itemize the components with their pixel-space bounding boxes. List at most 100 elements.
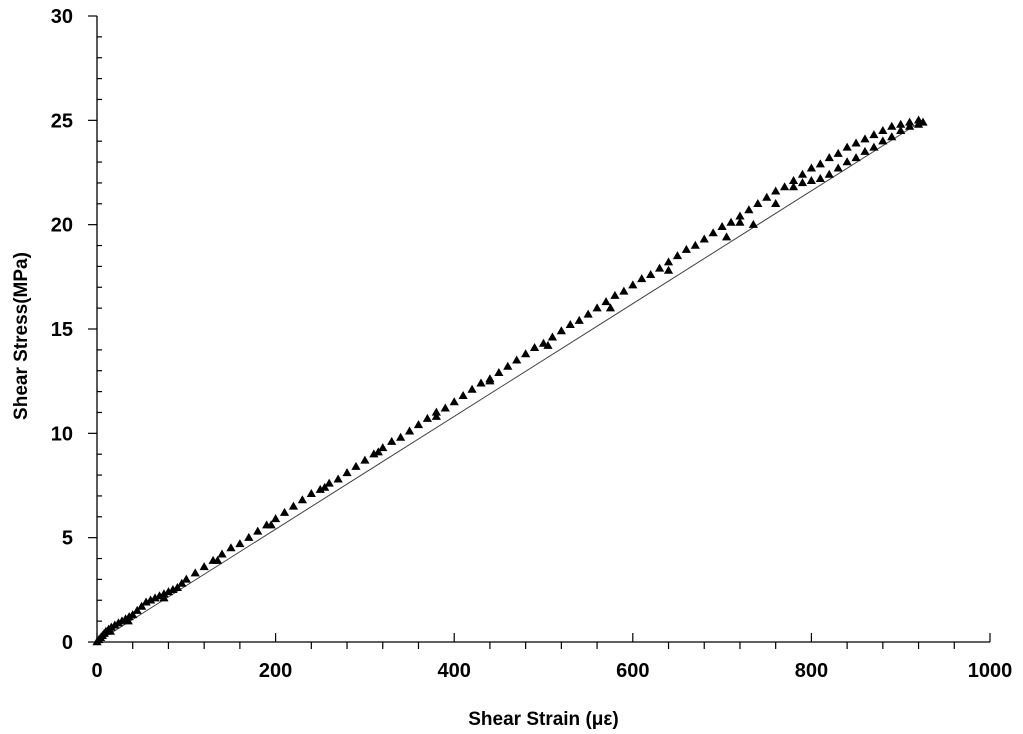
data-point	[396, 432, 406, 441]
data-point	[628, 280, 638, 289]
data-point	[159, 589, 169, 598]
axis-ticks	[88, 15, 991, 649]
data-point	[806, 176, 816, 185]
data-point	[190, 568, 200, 577]
x-tick-label: 800	[795, 660, 828, 682]
data-point	[851, 153, 861, 162]
data-point	[788, 176, 799, 185]
data-point	[159, 593, 169, 602]
data-point	[913, 119, 924, 128]
data-point	[788, 182, 799, 191]
data-point	[199, 562, 209, 571]
data-point	[887, 121, 897, 130]
data-point	[315, 484, 325, 493]
data-point	[476, 378, 486, 387]
data-point	[163, 587, 174, 596]
data-point	[117, 616, 127, 625]
data-point	[780, 182, 790, 191]
y-tick-label: 15	[51, 319, 73, 341]
data-point	[351, 461, 361, 470]
data-point	[113, 618, 124, 627]
data-point	[771, 199, 781, 207]
data-point	[860, 146, 870, 155]
data-point	[592, 303, 602, 312]
data-point	[887, 132, 897, 141]
data-point	[842, 142, 852, 151]
data-point	[110, 620, 120, 629]
data-point	[320, 482, 330, 491]
data-point	[637, 274, 647, 283]
data-point	[422, 413, 433, 422]
data-point	[869, 142, 879, 151]
x-tick-label: 200	[259, 660, 292, 682]
data-point	[842, 157, 852, 166]
data-point	[610, 290, 620, 299]
trend-line	[96, 119, 924, 643]
y-tick-label: 5	[62, 528, 73, 550]
data-point	[878, 125, 888, 134]
data-point	[279, 507, 290, 516]
data-point	[440, 403, 450, 412]
data-point	[105, 626, 115, 635]
x-tick-label: 0	[91, 660, 102, 682]
data-point	[226, 543, 236, 552]
data-point	[342, 468, 352, 477]
data-point	[244, 532, 254, 541]
x-tick-label: 1000	[968, 660, 1013, 682]
y-tick-label: 0	[62, 632, 73, 654]
x-axis-title: Shear Strain (με)	[468, 709, 619, 730]
data-point	[106, 622, 116, 631]
y-tick-label: 10	[51, 423, 73, 445]
data-point	[574, 315, 584, 324]
data-point	[806, 163, 816, 172]
data-point	[413, 420, 424, 429]
data-point	[708, 228, 718, 237]
data-point	[860, 134, 870, 143]
data-point	[646, 269, 656, 278]
data-point	[833, 148, 843, 157]
data-point	[672, 251, 683, 260]
data-point	[681, 244, 691, 253]
data-point	[150, 593, 160, 602]
data-point	[833, 163, 843, 172]
x-tick-label: 400	[438, 660, 471, 682]
data-point	[212, 555, 223, 564]
data-point	[748, 219, 758, 228]
data-point	[360, 455, 370, 464]
data-point	[306, 489, 316, 498]
data-point	[141, 597, 151, 606]
data-point	[869, 130, 879, 139]
data-point	[771, 186, 781, 195]
data-point	[717, 221, 727, 230]
data-point	[521, 349, 531, 358]
data-point	[253, 526, 263, 535]
data-point	[467, 384, 477, 393]
data-point	[172, 582, 182, 591]
data-point	[565, 320, 575, 329]
data-point	[333, 474, 343, 483]
data-point	[543, 340, 553, 349]
data-point	[726, 217, 736, 226]
data-point	[132, 605, 142, 614]
data-point	[735, 217, 745, 226]
y-tick-label: 20	[51, 215, 73, 237]
data-point	[128, 610, 138, 619]
data-point	[324, 478, 334, 487]
data-point	[431, 411, 441, 420]
data-point	[744, 205, 754, 214]
data-point	[373, 447, 383, 456]
data-point	[235, 539, 245, 548]
data-point	[753, 199, 763, 207]
data-point	[217, 549, 227, 558]
data-point	[494, 368, 504, 377]
data-point	[556, 326, 566, 335]
data-point	[458, 390, 468, 399]
data-point	[485, 376, 495, 385]
data-point	[387, 436, 397, 445]
data-point	[905, 117, 915, 126]
data-point	[815, 173, 825, 182]
data-point	[512, 355, 522, 364]
data-point	[145, 595, 156, 604]
data-point	[404, 426, 415, 435]
